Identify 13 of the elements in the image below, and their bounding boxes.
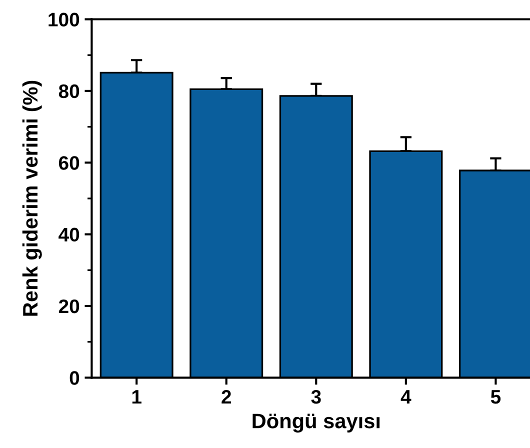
x-axis-title: Döngü sayısı [252, 414, 380, 433]
x-tick-label: 1 [132, 390, 142, 404]
y-tick-label: 80 [58, 84, 80, 98]
y-axis-title: Renk giderim verimi (%) [22, 80, 42, 316]
y-tick-label: 40 [58, 228, 80, 242]
x-tick-label: 3 [311, 390, 321, 404]
x-tick-label: 5 [490, 390, 501, 404]
y-tick-label: 20 [58, 299, 80, 314]
x-tick-label: 2 [222, 390, 231, 404]
y-tick-label: 0 [70, 371, 80, 385]
x-tick-label: 4 [400, 390, 412, 404]
y-tick-label: 100 [48, 12, 80, 26]
y-tick-label: 60 [58, 156, 80, 170]
